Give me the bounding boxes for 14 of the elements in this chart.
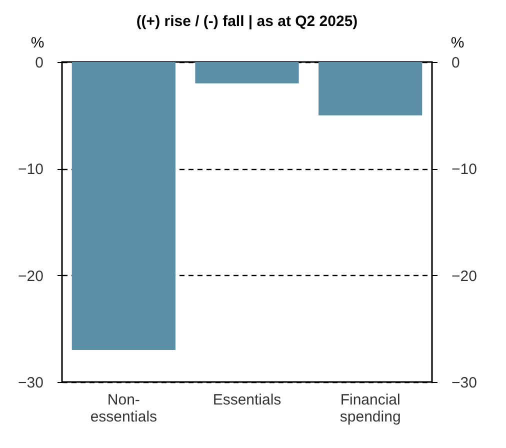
x-tick-label: Essentials xyxy=(212,392,282,408)
y2-axis-title: % xyxy=(450,34,464,52)
x-tick-label: Non-essentials xyxy=(90,392,158,426)
y-tick-label: −30 xyxy=(18,374,44,392)
y2-tick-label: −20 xyxy=(452,268,477,285)
y-tick-label: 0 xyxy=(35,54,44,72)
chart-title: ((+) rise / (-) fall | as at Q2 2025) xyxy=(136,13,358,30)
y-axis-title: % xyxy=(30,34,44,52)
x-tick-label: Financial spending xyxy=(340,392,401,426)
y2-tick-label: −10 xyxy=(452,161,477,178)
y2-tick-label: 0 xyxy=(452,54,460,72)
y2-tick-label: −30 xyxy=(452,374,477,392)
y-tick-label: −10 xyxy=(18,161,44,178)
y-tick-label: −20 xyxy=(18,268,44,285)
